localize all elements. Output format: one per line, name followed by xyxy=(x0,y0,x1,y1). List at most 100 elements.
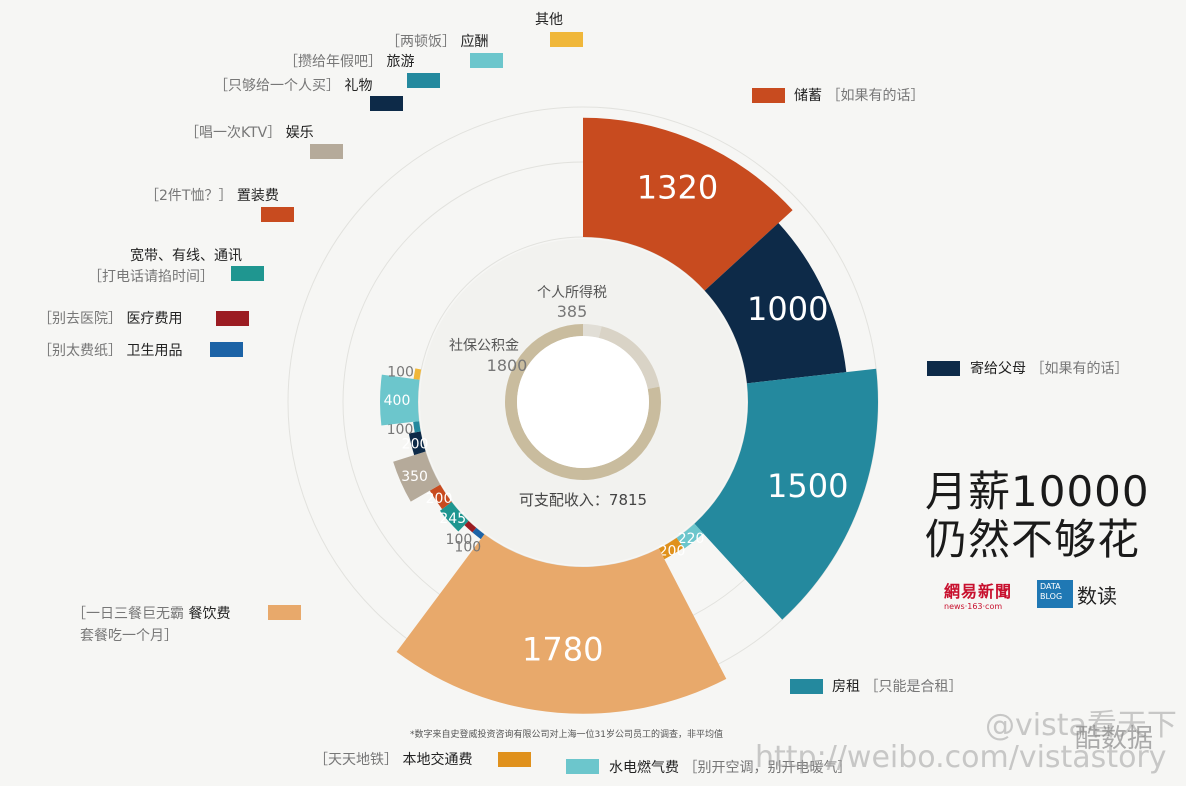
slice-2 xyxy=(694,368,879,620)
legend-note: ［如果有的话］ xyxy=(1030,361,1129,377)
legend-yule: ［唱一次KTV］ 娱乐 xyxy=(185,122,314,142)
legend-note: ［只够给一个人买］ xyxy=(214,78,340,94)
legend-lvyou: ［攒给年假吧］ 旅游 xyxy=(284,51,414,71)
tax-value: 385 xyxy=(557,302,588,321)
chart-title: 月薪10000 仍然不够花 xyxy=(925,468,1150,564)
slice-14 xyxy=(413,368,422,380)
legend-qita: 其他 xyxy=(535,9,563,29)
slice-label-9: 200 xyxy=(426,491,453,507)
legend-note: ［天天地铁］ xyxy=(314,752,398,768)
slice-label-10: 350 xyxy=(401,469,428,485)
slice-label-8: 245 xyxy=(439,511,466,527)
legend-swatch-canyin xyxy=(268,605,301,620)
legend-kuandai-note: ［打电话请掐时间］ xyxy=(88,266,214,286)
slice-label-4: 200 xyxy=(659,543,686,559)
slice-6 xyxy=(472,527,485,540)
legend-swatch-fangzu xyxy=(790,679,823,694)
netease-news-logo: 網易新聞 news·163·com xyxy=(944,578,1028,611)
slice-5 xyxy=(396,534,727,714)
slice-0 xyxy=(583,117,793,291)
slice-3 xyxy=(676,523,704,549)
netease-logo-text: 網易新聞 xyxy=(944,582,1013,601)
slice-label-2: 1500 xyxy=(767,467,848,505)
legend-note: ［别去医院］ xyxy=(38,311,122,327)
legend-swatch-yiliao xyxy=(216,311,249,326)
legend-canyin: ［一日三餐巨无霸 餐饮费 xyxy=(72,603,230,623)
tax-label: 个人所得税 xyxy=(537,284,607,301)
slice-7 xyxy=(464,520,477,533)
legend-name: 卫生用品 xyxy=(126,343,183,359)
income-ring-1 xyxy=(598,326,660,390)
datablog-logo: DATA BLOG xyxy=(1037,580,1073,608)
legend-zhizhuang: ［2件T恤？］ 置装费 xyxy=(145,185,279,205)
slice-13 xyxy=(380,374,420,426)
legend-note: ［别太费纸］ xyxy=(38,343,122,359)
legend-name: 旅游 xyxy=(386,54,415,70)
income-ring-0 xyxy=(583,324,602,338)
legend-name: 应酬 xyxy=(460,34,489,50)
legend-swatch-lvyou xyxy=(407,73,440,88)
footnote: *数字来自史登威投资咨询有限公司对上海一位31岁公司员工的调查，非平均值 xyxy=(410,730,723,740)
legend-swatch-liwu xyxy=(370,96,403,111)
legend-fumu: 寄给父母 ［如果有的话］ xyxy=(970,358,1128,378)
legend-yingchou: ［两顿饭］ 应酬 xyxy=(386,31,488,51)
legend-weisheng: ［别太费纸］ 卫生用品 xyxy=(38,340,182,360)
legend-name: 宽带、有线、通讯 xyxy=(130,248,242,264)
legend-fangzu: 房租 ［只能是合租］ xyxy=(832,676,962,696)
legend-note: ［一日三餐巨无霸 xyxy=(72,606,184,622)
legend-swatch-fumu xyxy=(927,361,960,376)
slice-label-7: 100 xyxy=(446,532,473,548)
legend-name: 房租 xyxy=(832,679,860,695)
center-hole xyxy=(517,336,649,468)
legend-note: ［攒给年假吧］ xyxy=(284,54,382,70)
legend-name: 娱乐 xyxy=(285,125,314,141)
legend-kuandai: 宽带、有线、通讯 xyxy=(130,245,242,265)
legend-liwu: ［只够给一个人买］ 礼物 xyxy=(214,75,372,95)
slice-8 xyxy=(439,501,469,532)
legend-name: 储蓄 xyxy=(794,88,822,104)
slice-11 xyxy=(408,431,426,456)
legend-name: 寄给父母 xyxy=(970,361,1026,377)
watermark-brand: 酷数据 xyxy=(1075,724,1154,754)
slice-label-12: 100 xyxy=(387,422,414,438)
legend-note: ［两顿饭］ xyxy=(386,34,456,50)
slice-label-3: 220 xyxy=(678,531,705,547)
slice-4 xyxy=(658,537,684,560)
legend-swatch-kuandai xyxy=(231,266,264,281)
legend-name: 其他 xyxy=(535,12,563,28)
legend-canyin-note2: 套餐吃一个月］ xyxy=(80,625,178,645)
legend-name: 礼物 xyxy=(344,78,373,94)
legend-note: ［如果有的话］ xyxy=(826,88,925,104)
legend-swatch-weisheng xyxy=(210,342,243,357)
slice-label-14: 100 xyxy=(387,364,414,380)
netease-logo-url: news·163·com xyxy=(944,602,1003,611)
legend-name: 医疗费用 xyxy=(126,311,183,327)
legend-name: 水电燃气费 xyxy=(609,760,679,776)
disposable-income-label: 可支配收入：7815 xyxy=(519,491,647,509)
legend-swatch-yule xyxy=(310,144,343,159)
legend-swatch-qita xyxy=(550,32,583,47)
shudu-label: 数读 xyxy=(1077,584,1117,608)
legend-name: 本地交通费 xyxy=(402,752,473,768)
slice-label-0: 1320 xyxy=(637,168,718,206)
slice-label-13: 400 xyxy=(384,393,411,409)
legend-note: ［别开空调，别开电暖气］ xyxy=(683,760,852,776)
legend-note: 套餐吃一个月］ xyxy=(80,628,178,644)
slice-10 xyxy=(393,451,441,502)
legend-swatch-yingchou xyxy=(470,53,503,68)
legend-swatch-jiaotong xyxy=(498,752,531,767)
legend-note: ［打电话请掐时间］ xyxy=(88,269,214,285)
legend-name: 置装费 xyxy=(236,188,279,204)
legend-note: ［只能是合租］ xyxy=(864,679,963,695)
watermark-handle: @vista看天下 xyxy=(985,708,1177,743)
social-label: 社保公积金 xyxy=(449,338,519,354)
legend-swatch-zhizhuang xyxy=(261,207,294,222)
slice-label-1: 1000 xyxy=(747,290,828,328)
legend-yiliao: ［别去医院］ 医疗费用 xyxy=(38,308,182,328)
legend-swatch-shuidian xyxy=(566,759,599,774)
slice-label-11: 200 xyxy=(402,436,429,452)
legend-chuxu: 储蓄 ［如果有的话］ xyxy=(794,85,924,105)
legend-note: ［唱一次KTV］ xyxy=(185,125,282,141)
watermark-url: http://weibo.com/vistastory xyxy=(755,740,1167,775)
